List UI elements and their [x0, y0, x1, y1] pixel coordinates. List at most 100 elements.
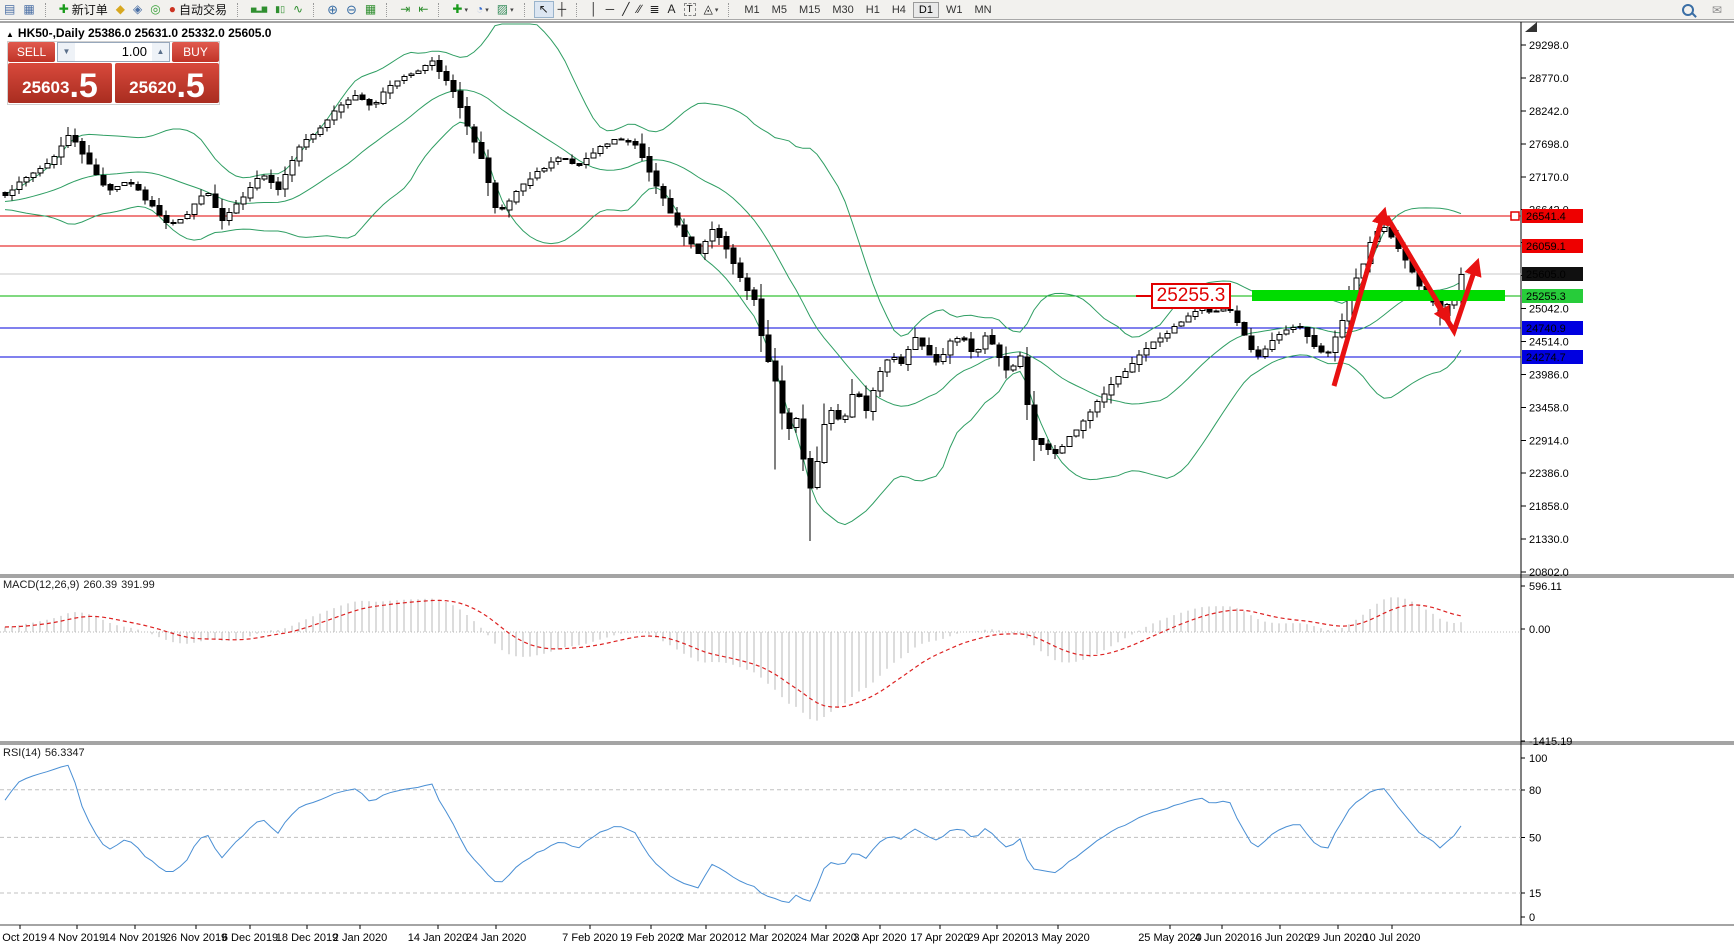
timeframe-m5-button[interactable]: M5 [771, 3, 787, 16]
candle-body [331, 110, 338, 121]
candle-body [702, 241, 709, 254]
candle-body [177, 218, 184, 224]
line-chart-icon[interactable]: ∿ [289, 1, 307, 18]
candle-body [51, 156, 58, 166]
trendline-icon[interactable]: ╱ [618, 1, 633, 18]
timeframe-mn-button[interactable]: MN [974, 3, 992, 16]
candle-body [989, 335, 996, 345]
volume-decrease-button[interactable]: ▼ [58, 43, 75, 61]
trend-arrow[interactable] [1433, 257, 1482, 337]
buy-price-box[interactable]: 25620.5 [115, 63, 219, 103]
shapes-icon[interactable]: ◬ ▾ [700, 1, 723, 18]
support-price-label[interactable]: 25255.3 [1151, 283, 1231, 309]
shapes-glyph: ◬ [703, 2, 713, 16]
price-tag-value: 26541.4 [1526, 211, 1566, 223]
date-axis-tick: 14 Nov 2019 [104, 932, 166, 944]
text-label-icon[interactable]: T [680, 1, 700, 18]
vertical-line-icon[interactable]: │ [586, 1, 602, 18]
fibonacci-icon[interactable]: ≣ [645, 1, 663, 18]
buy-button[interactable]: BUY [172, 42, 219, 62]
candle-body [1192, 310, 1199, 317]
timeframe-h1-button[interactable]: H1 [865, 3, 880, 16]
styler-icon[interactable]: ◆ [112, 1, 129, 18]
candle-body [1066, 436, 1073, 448]
support-zone-bar[interactable] [1252, 290, 1505, 301]
candle-body [933, 353, 940, 363]
timeframe-d1-button[interactable]: D1 [912, 1, 939, 18]
candle-body [1108, 384, 1115, 396]
candle-body [786, 412, 793, 429]
cursor-icon[interactable]: ↖ [533, 1, 554, 18]
chart-shift-icon[interactable]: ⇤ [414, 1, 432, 18]
cursor-glyph: ↖ [538, 2, 549, 16]
candle-body [58, 145, 65, 158]
horizontal-line-icon[interactable]: ─ [602, 1, 619, 18]
auto-scroll-icon[interactable]: ⇥ [396, 1, 414, 18]
crosshair-icon[interactable]: ┼ [554, 1, 571, 18]
dropdown-caret-icon[interactable]: ▾ [485, 6, 489, 14]
candle-body [1094, 401, 1101, 413]
sell-price-box[interactable]: 25603.5 [8, 63, 112, 103]
indicators-icon[interactable]: ✚ ▾ [448, 1, 472, 18]
line-chart-glyph: ∿ [293, 2, 304, 16]
autotrading-label: 自动交易 [178, 3, 227, 17]
periods-icon[interactable]: ◔ ▾ [472, 1, 493, 18]
new-order-icon[interactable]: ✚ 新订单 [55, 1, 112, 18]
rsi-axis-tick: 80 [1529, 785, 1541, 797]
timeframe-h4-button[interactable]: H4 [891, 3, 906, 16]
text-icon[interactable]: A [664, 1, 680, 18]
timeframe-m1-button[interactable]: M1 [744, 3, 760, 16]
candle-body [394, 80, 401, 87]
symbol-arrow-icon: ▲ [6, 30, 14, 39]
candle-body [373, 102, 380, 105]
macd-indicator-label: MACD(12,26,9) 260.39 391.99 [3, 579, 159, 591]
timeframe-w1-button[interactable]: W1 [945, 3, 963, 16]
data-window-icon[interactable]: ▦ [19, 1, 38, 18]
price-axis-tick: 24514.0 [1529, 337, 1569, 349]
candle-body [114, 186, 121, 191]
toolbar-buttons: ▤ ▦ ✚ 新订单 ◆ ◈ ◎ ● 自动交易 ▅▂▆ ▮▯ ∿ ⊕ ⊖ ▦ ⇥ ⇤ ✚ ▾ ◔ ▾ ▨ ▾ ↖ ┼ │ ─ ╱ ∕∕ ≣ A… [0, 0, 998, 19]
candle-body [863, 395, 870, 412]
candle-body [555, 157, 562, 163]
candle-body [254, 177, 261, 189]
candle-body [772, 360, 779, 382]
volume-value[interactable]: 1.00 [121, 44, 147, 59]
sell-button[interactable]: SELL [8, 42, 55, 62]
candlestick-chart-icon[interactable]: ▮▯ [271, 1, 289, 18]
candle-body [898, 356, 905, 365]
line-anchor-handle[interactable] [1510, 211, 1520, 221]
macd-name: MACD(12,26,9) [3, 579, 80, 591]
dropdown-caret-icon[interactable]: ▾ [464, 6, 468, 14]
candle-body [569, 158, 576, 164]
dropdown-caret-icon[interactable]: ▾ [714, 6, 719, 14]
candle-body [359, 94, 366, 100]
candle-body [289, 160, 296, 176]
templates-icon[interactable]: ▨ ▾ [493, 1, 518, 18]
price-axis-tick: 27170.0 [1529, 172, 1569, 184]
fibonacci-glyph: ≣ [649, 2, 660, 16]
zoom-in-icon[interactable]: ⊕ [323, 1, 342, 18]
profiles-icon[interactable]: ◈ [129, 1, 146, 18]
channel-icon[interactable]: ∕∕ [633, 1, 645, 18]
zoom-out-icon[interactable]: ⊖ [342, 1, 361, 18]
candle-body [604, 143, 611, 148]
toolbar-separator [523, 2, 530, 17]
bar-chart-icon[interactable]: ▅▂▆ [247, 1, 271, 18]
candle-body [282, 173, 289, 190]
search-icon[interactable] [1678, 1, 1698, 18]
chat-icon[interactable]: ✉ [1711, 2, 1722, 17]
tile-windows-icon[interactable]: ▦ [361, 1, 380, 18]
timeframe-m15-button[interactable]: M15 [798, 3, 821, 16]
dropdown-caret-icon[interactable]: ▾ [510, 6, 514, 14]
trend-arrow[interactable] [1331, 206, 1390, 387]
price-scale-arrow-icon[interactable] [1525, 22, 1537, 32]
macd-axis-tick: 0.00 [1529, 624, 1550, 636]
timeframe-m30-button[interactable]: M30 [832, 3, 854, 16]
autotrading-icon[interactable]: ● 自动交易 [165, 1, 231, 18]
candle-body [324, 119, 331, 128]
volume-increase-button[interactable]: ▲ [152, 43, 169, 61]
chart-shift-glyph: ⇤ [418, 2, 429, 16]
ping-icon[interactable]: ◎ [146, 1, 164, 18]
market-watch-icon[interactable]: ▤ [0, 1, 19, 18]
